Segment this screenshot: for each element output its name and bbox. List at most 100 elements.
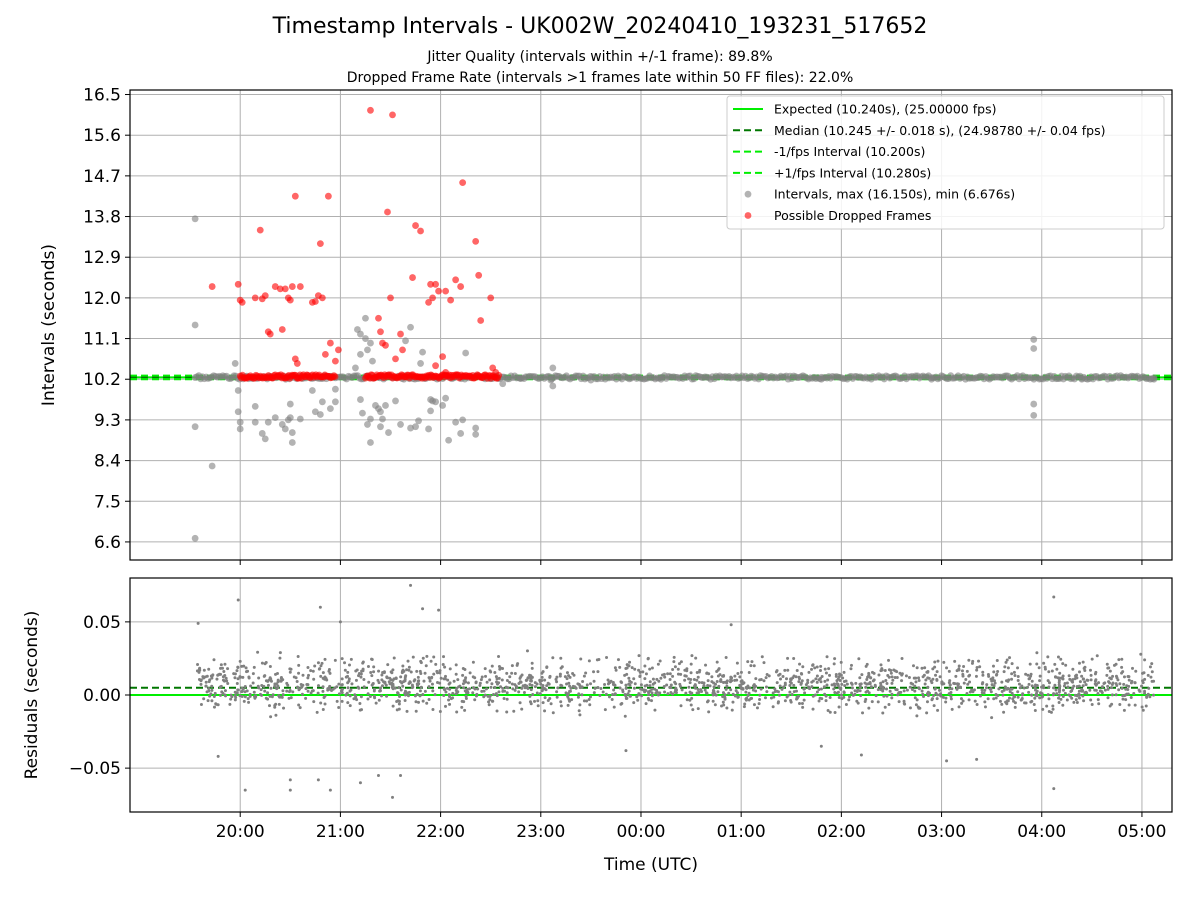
residual-point — [335, 699, 339, 703]
residual-point — [925, 711, 929, 715]
residual-point — [725, 684, 729, 688]
residual-point — [212, 694, 216, 698]
residual-point — [970, 688, 974, 692]
interval-point — [472, 430, 480, 438]
residual-point — [297, 688, 301, 692]
residual-point — [850, 686, 854, 690]
residual-point — [822, 685, 826, 689]
interval-point — [296, 415, 304, 423]
residual-point — [1010, 677, 1014, 681]
residual-point — [505, 679, 509, 683]
residual-point — [306, 676, 310, 680]
interval-point — [281, 425, 289, 433]
residual-point — [1052, 595, 1056, 599]
residual-point — [748, 686, 752, 690]
residual-point — [992, 684, 996, 688]
residual-point — [443, 704, 447, 708]
residual-point — [367, 680, 371, 684]
residual-point — [358, 781, 362, 785]
residual-point — [443, 674, 447, 678]
residual-point — [763, 696, 767, 700]
residual-point — [281, 678, 285, 682]
residual-point — [917, 706, 921, 710]
residual-point — [1124, 698, 1128, 702]
residual-point — [892, 668, 896, 672]
interval-point — [316, 411, 324, 418]
residual-point — [751, 688, 755, 692]
residual-point — [1100, 691, 1104, 695]
residual-point — [1057, 696, 1061, 700]
residual-point — [797, 675, 801, 679]
residual-point — [266, 691, 270, 695]
residual-point — [668, 678, 672, 682]
residual-point — [730, 708, 734, 712]
residual-point — [405, 668, 409, 672]
residual-point — [880, 667, 884, 671]
residual-point — [362, 677, 366, 681]
residual-point — [1122, 675, 1126, 679]
residual-point — [824, 671, 828, 675]
residual-point — [433, 693, 437, 697]
residual-point — [1035, 651, 1039, 655]
residual-point — [343, 668, 347, 672]
residual-point — [1000, 702, 1004, 706]
residual-point — [233, 698, 237, 702]
residual-point — [724, 687, 728, 691]
residual-point — [950, 687, 954, 691]
residual-point — [558, 672, 562, 676]
residual-point — [592, 679, 596, 683]
residual-point — [438, 671, 442, 675]
residual-point — [1027, 682, 1031, 686]
residual-point — [739, 670, 743, 674]
residual-point — [494, 675, 498, 679]
residual-point — [222, 669, 226, 673]
residual-point — [301, 683, 305, 687]
residual-point — [289, 696, 293, 700]
residual-point — [362, 685, 366, 689]
residual-point — [403, 677, 407, 681]
interval-point — [288, 439, 296, 446]
residual-point — [725, 706, 729, 710]
residual-point — [794, 689, 798, 693]
residual-point — [1030, 699, 1034, 703]
residual-point — [267, 704, 271, 708]
residual-point — [858, 685, 862, 689]
residual-point — [1117, 688, 1121, 692]
residual-point — [611, 680, 615, 684]
residual-point — [695, 678, 699, 682]
residual-point — [1118, 682, 1122, 686]
dropped-frame-point — [447, 296, 455, 304]
residual-point — [1102, 681, 1106, 685]
residual-point — [490, 664, 494, 668]
residual-point — [921, 675, 925, 679]
residual-point — [519, 675, 523, 679]
residual-point — [287, 696, 291, 700]
residual-point — [281, 693, 285, 697]
residual-point — [955, 687, 959, 691]
residual-point — [958, 685, 962, 689]
residual-point — [340, 688, 344, 692]
jitter-quality-subtitle: Jitter Quality (intervals within +/-1 fr… — [427, 49, 773, 65]
residual-point — [322, 695, 326, 699]
residual-point — [1122, 708, 1126, 712]
residual-point — [236, 688, 240, 692]
residual-point — [992, 697, 996, 701]
residual-point — [689, 671, 693, 675]
residual-point — [736, 691, 740, 695]
dropped-frame-point — [375, 314, 382, 322]
residual-point — [717, 667, 721, 671]
residual-point — [354, 696, 358, 700]
residual-point — [792, 683, 796, 687]
residual-point — [1024, 701, 1028, 705]
interval-point — [1030, 345, 1038, 352]
residual-point — [824, 699, 828, 703]
residual-point — [1081, 660, 1085, 664]
residual-point — [947, 692, 951, 696]
residual-point — [888, 689, 892, 693]
interval-point — [231, 360, 239, 367]
residual-point — [913, 696, 917, 700]
residual-point — [587, 659, 591, 663]
residual-point — [199, 682, 203, 686]
residual-point — [1073, 677, 1077, 681]
residual-point — [297, 663, 301, 667]
